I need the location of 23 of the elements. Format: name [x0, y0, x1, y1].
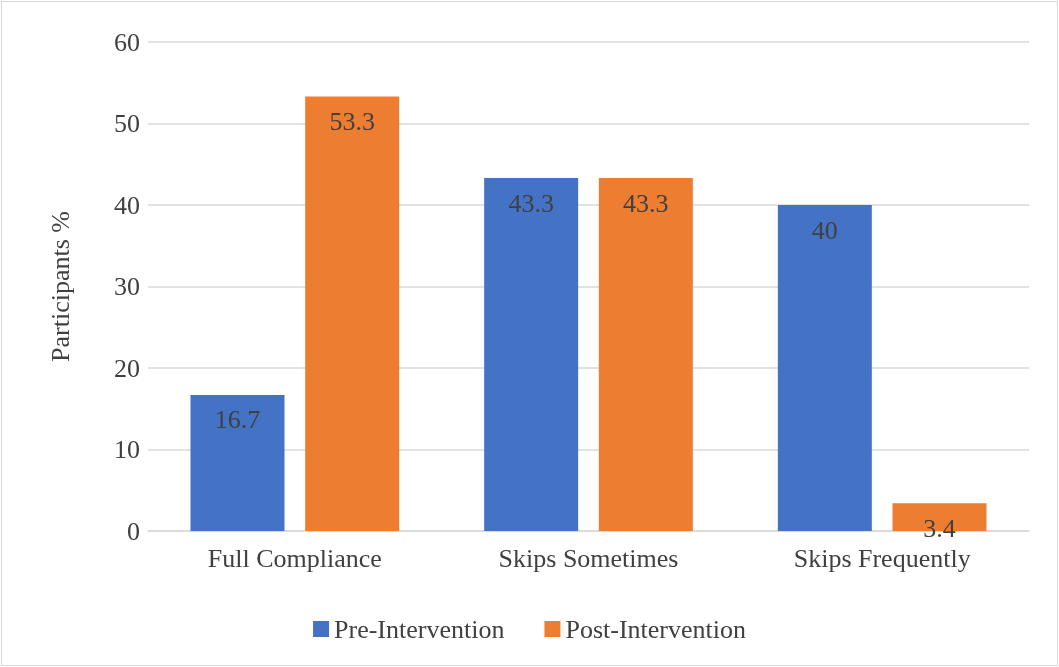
x-tick-label: Full Compliance: [207, 543, 382, 573]
y-axis-title: Participants %: [45, 211, 75, 362]
data-label: 16.7: [214, 405, 261, 435]
y-tick-label: 20: [114, 353, 140, 383]
y-tick-label: 50: [114, 109, 140, 138]
x-tick-label: Skips Sometimes: [498, 543, 679, 573]
x-tick-label: Skips Frequently: [793, 543, 971, 573]
y-tick-label: 40: [114, 190, 140, 220]
y-tick-label: 10: [114, 435, 140, 464]
data-label: 43.3: [508, 188, 554, 218]
bar: [777, 205, 872, 531]
legend-label: Post-Intervention: [565, 614, 746, 644]
bar: [190, 394, 285, 531]
y-tick-label: 0: [127, 516, 140, 546]
bar: [305, 96, 400, 531]
bar: [598, 178, 693, 531]
y-tick-label: 30: [114, 272, 140, 301]
data-label: 53.3: [329, 107, 375, 137]
y-tick-label: 60: [114, 27, 140, 57]
data-label: 40: [811, 215, 838, 245]
data-label: 43.3: [623, 188, 669, 218]
bar: [484, 178, 579, 531]
legend-label: Pre-Intervention: [334, 614, 505, 644]
